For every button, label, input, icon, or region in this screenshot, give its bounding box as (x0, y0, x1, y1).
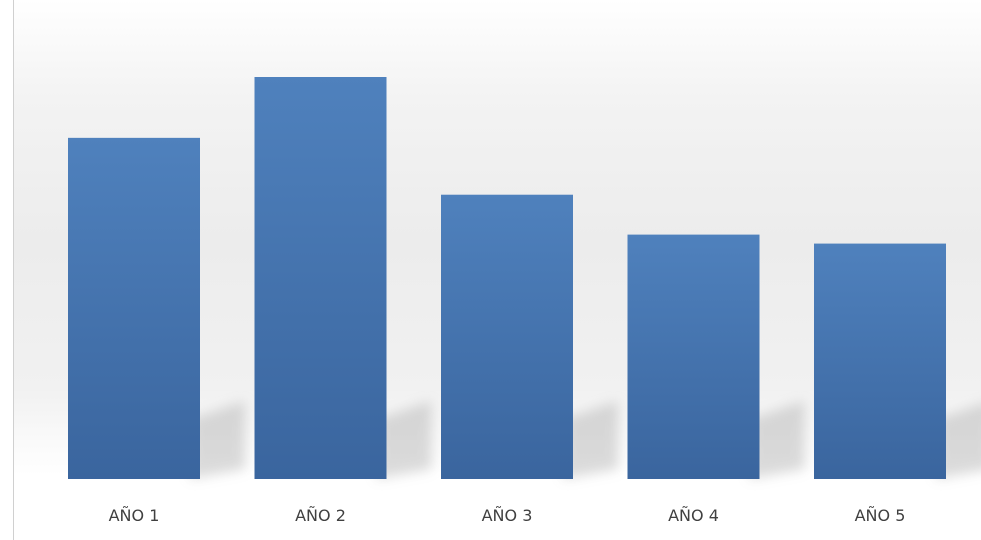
x-tick-label: AÑO 3 (482, 506, 533, 525)
bar-shadows (190, 401, 981, 479)
x-tick-label: AÑO 2 (295, 506, 346, 525)
bar-shadow (936, 404, 981, 479)
bars-group (68, 77, 946, 479)
x-tick-label: AÑO 1 (109, 506, 160, 525)
x-tick-label: AÑO 4 (668, 506, 719, 525)
bar-shadow (190, 401, 245, 479)
bar-shadow (563, 401, 618, 479)
bar-2 (254, 77, 387, 479)
tick-labels-group: AÑO 1 AÑO 2 AÑO 3 AÑO 4 AÑO 5 (109, 506, 906, 525)
bar-4 (627, 234, 760, 479)
bar-1 (68, 137, 200, 479)
bar-5 (814, 243, 946, 479)
bar-shadow (376, 401, 432, 479)
x-tick-label: AÑO 5 (855, 506, 906, 525)
bar-3 (441, 194, 573, 479)
bar-shadow (749, 401, 805, 479)
